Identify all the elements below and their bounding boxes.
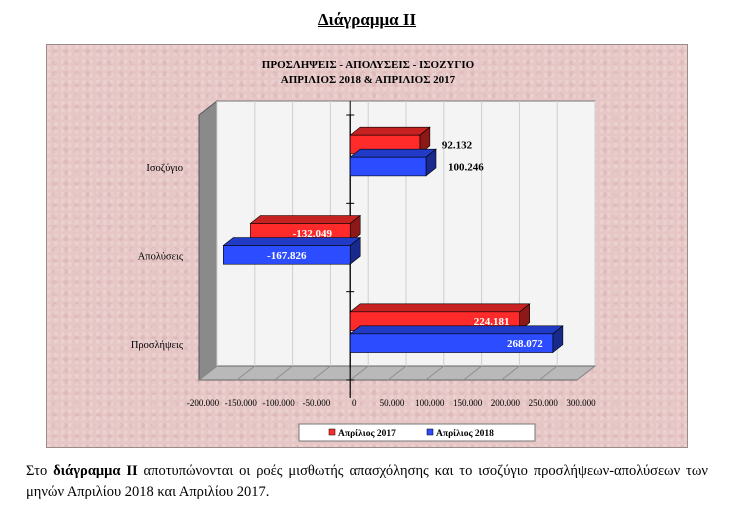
- x-tick-label: 200.000: [491, 398, 521, 408]
- legend-swatch: [328, 428, 336, 436]
- floor-gridline: [198, 365, 218, 381]
- plot-side-wall: [198, 99, 218, 382]
- category-label: Απολύσεις: [138, 252, 184, 263]
- floor-gridline: [312, 365, 331, 381]
- data-label: 268.072: [507, 338, 543, 350]
- floor-gridline: [576, 365, 596, 381]
- x-tick-label: 150.000: [453, 398, 483, 408]
- bar-top-face: [349, 325, 564, 335]
- floor-gridline: [274, 365, 293, 381]
- floor-gridline: [236, 365, 256, 381]
- x-tick-label: -50.000: [303, 398, 331, 408]
- bar-2018: [223, 245, 351, 265]
- data-label: -167.826: [267, 250, 307, 262]
- data-label: 100.246: [448, 162, 484, 174]
- x-tick-label: 250.000: [529, 398, 559, 408]
- x-tick-label: 100.000: [415, 398, 445, 408]
- x-tick-label: -150.000: [225, 398, 258, 408]
- x-tick-label: 300.000: [566, 398, 596, 408]
- floor-gridline: [538, 365, 558, 381]
- legend-label: Απρίλιος 2017: [338, 428, 396, 439]
- floor-gridline: [425, 365, 445, 381]
- bar-top-face: [349, 148, 437, 158]
- bar-top-face: [222, 237, 362, 246]
- diagram-heading: Διάγραμμα ΙΙ: [317, 10, 417, 29]
- legend-box: [298, 423, 536, 442]
- x-tick-label: 0: [352, 398, 357, 408]
- chart-title-line: ΑΠΡΙΛΙΟΣ 2018 & ΑΠΡΙΛΙΟΣ 2017: [281, 74, 456, 86]
- bar-top-face: [249, 215, 362, 224]
- floor-gridline: [501, 365, 520, 381]
- floor-gridline: [463, 365, 482, 381]
- legend-label: Απρίλιος 2018: [436, 428, 494, 439]
- caption-text-end: αποτυπώνονται οι ροές μισθωτής απασχόλησ…: [26, 463, 708, 500]
- floor-gridline: [349, 365, 369, 381]
- chart-title-line: ΠΡΟΣΛΗΨΕΙΣ - ΑΠΟΛΥΣΕΙΣ - ΙΣΟΖΥΓΙΟ: [262, 59, 475, 71]
- bar-top-face: [349, 126, 431, 136]
- bar-2018: [349, 156, 427, 177]
- bar-chart: ΠΡΟΣΛΗΨΕΙΣ - ΑΠΟΛΥΣΕΙΣ - ΙΣΟΖΥΓΙΟ ΑΠΡΙΛΙΟ…: [131, 59, 597, 442]
- category-label: Ισοζύγιο: [146, 163, 183, 174]
- bar-top-face: [349, 303, 531, 313]
- x-tick-label: -100.000: [262, 398, 295, 408]
- data-label: 224.181: [474, 316, 510, 328]
- caption-paragraph: Στο διάγραμμα ΙΙ αποτυπώνονται οι ροές μ…: [26, 461, 708, 503]
- data-label: 92.132: [442, 140, 473, 152]
- bar-2018: [349, 333, 554, 353]
- caption-text-start: Στο: [26, 463, 54, 479]
- floor-gridline: [387, 365, 407, 381]
- data-label: -132.049: [293, 228, 333, 240]
- category-label: Προσλήψεις: [131, 340, 184, 351]
- caption-bold-text: διάγραμμα ΙΙ: [53, 463, 138, 479]
- x-tick-label: 50.000: [380, 398, 405, 408]
- legend-swatch: [426, 428, 434, 436]
- chart-frame: ΠΡΟΣΛΗΨΕΙΣ - ΑΠΟΛΥΣΕΙΣ - ΙΣΟΖΥΓΙΟ ΑΠΡΙΛΙΟ…: [46, 44, 688, 448]
- x-tick-label: -200.000: [187, 398, 220, 408]
